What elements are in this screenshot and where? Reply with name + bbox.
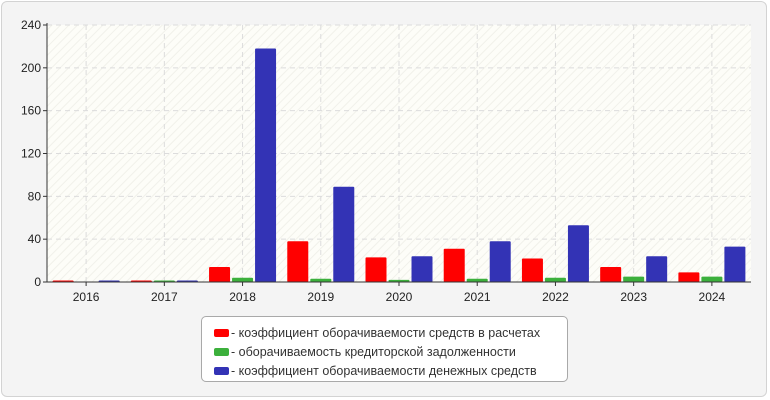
bar — [232, 277, 254, 282]
x-tick-label: 2024 — [699, 290, 726, 304]
bar — [287, 241, 309, 282]
bar — [701, 276, 723, 282]
y-axis-ticks: 0 40 80 120 160 200 240 — [21, 18, 47, 289]
x-tick-label: 2021 — [464, 290, 491, 304]
x-tick-label: 2018 — [229, 290, 256, 304]
bar — [209, 267, 231, 282]
legend-item: - коэффициент оборачиваемости денежных с… — [214, 361, 567, 380]
y-tick-label: 120 — [21, 147, 41, 161]
legend-label: - оборачиваемость кредиторской задолженн… — [231, 344, 516, 359]
legend-label: - коэффициент оборачиваемости денежных с… — [231, 363, 537, 378]
y-tick-label: 200 — [21, 61, 41, 75]
bar — [365, 257, 387, 282]
bar — [443, 248, 465, 282]
y-tick-label: 160 — [21, 104, 41, 118]
bar — [521, 258, 543, 282]
x-tick-label: 2022 — [542, 290, 569, 304]
y-tick-label: 80 — [28, 189, 42, 203]
legend-swatch-icon — [214, 347, 229, 356]
x-tick-label: 2017 — [151, 290, 178, 304]
x-tick-label: 2023 — [620, 290, 647, 304]
bar — [255, 48, 277, 282]
y-tick-label: 40 — [28, 232, 42, 246]
x-tick-label: 2020 — [386, 290, 413, 304]
bar — [724, 246, 746, 282]
x-axis-ticks: 2016 2017 2018 2019 2020 2021 2022 2023 2024 — [73, 282, 726, 304]
legend: - коэффициент оборачиваемости средств в … — [201, 316, 568, 382]
bar — [489, 241, 511, 282]
legend-label: - коэффициент оборачиваемости средств в … — [231, 325, 541, 340]
x-tick-label: 2016 — [73, 290, 100, 304]
bar — [646, 256, 668, 282]
y-tick-label: 0 — [34, 275, 41, 289]
bar — [333, 186, 355, 282]
y-tick-label: 240 — [21, 18, 41, 32]
bar — [310, 278, 332, 282]
x-tick-label: 2019 — [307, 290, 334, 304]
bar — [623, 276, 645, 282]
bar — [567, 225, 589, 282]
bar — [388, 279, 410, 282]
legend-item: - оборачиваемость кредиторской задолженн… — [214, 342, 567, 361]
bar — [544, 277, 566, 282]
legend-swatch-icon — [214, 328, 229, 337]
bar — [678, 272, 700, 282]
gridlines — [47, 24, 751, 282]
bars — [52, 48, 746, 282]
bar — [600, 267, 622, 282]
legend-item: - коэффициент оборачиваемости средств в … — [214, 323, 567, 342]
legend-swatch-icon — [214, 366, 229, 375]
bar — [411, 256, 433, 282]
bar — [466, 278, 488, 282]
